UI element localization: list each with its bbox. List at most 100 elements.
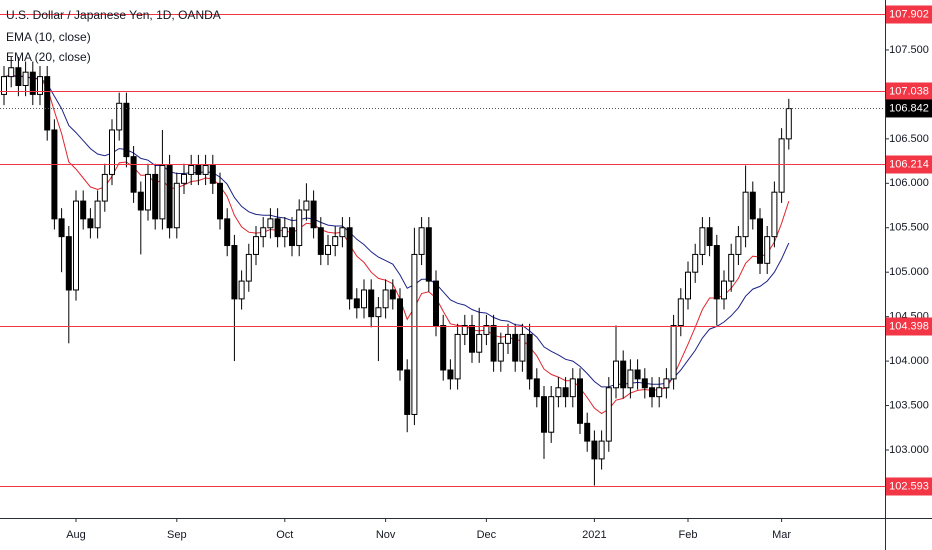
level-label: 104.398 xyxy=(889,320,929,332)
candle-body xyxy=(116,102,123,131)
candle-body xyxy=(757,218,763,264)
candle-body xyxy=(469,325,475,353)
candle-body xyxy=(80,200,87,220)
x-tick-label: Sep xyxy=(167,529,187,541)
candle-body xyxy=(404,369,411,415)
overlay: 107.902 107.038 106.214 104.398 102.593 106.8… xyxy=(0,5,932,496)
candle-body xyxy=(22,71,29,87)
candle-body xyxy=(339,227,346,238)
candle-body xyxy=(238,280,245,300)
y-tick-label: 105.500 xyxy=(889,222,929,234)
candle-body xyxy=(490,325,497,362)
candle-body xyxy=(785,108,792,140)
candle-body xyxy=(87,218,94,229)
level-label-box xyxy=(886,82,932,101)
candle-body xyxy=(375,307,382,318)
candle-body xyxy=(397,298,403,371)
chart-title: U.S. Dollar / Japanese Yen, 1D, OANDA xyxy=(6,8,221,22)
candle-body xyxy=(130,156,137,193)
candle-body xyxy=(202,165,209,175)
candle-body xyxy=(209,165,216,184)
candle-body xyxy=(253,236,259,255)
candle-body xyxy=(512,333,519,362)
candle-body xyxy=(425,227,432,282)
candle-body xyxy=(94,200,101,229)
candle-body xyxy=(526,333,533,380)
candle-body xyxy=(713,245,720,300)
candle-body xyxy=(44,76,51,131)
candle-body xyxy=(440,325,447,371)
x-tick-label: Aug xyxy=(66,529,86,541)
candle-body xyxy=(685,271,691,300)
candle-body xyxy=(454,333,461,380)
candle-body xyxy=(29,71,36,95)
candle-body xyxy=(411,253,418,415)
x-tick-label: 2021 xyxy=(582,529,606,541)
candle-body xyxy=(152,173,159,220)
legend-entry: EMA (10, close) xyxy=(6,30,91,44)
candle-body xyxy=(613,360,619,389)
candle-body xyxy=(692,253,699,273)
y-tick-label: 104.000 xyxy=(889,355,929,367)
candle-body xyxy=(73,200,79,291)
x-tick-label: Nov xyxy=(376,529,396,541)
candle-body xyxy=(109,129,115,175)
candle-body xyxy=(382,289,389,309)
candle-body xyxy=(541,396,547,433)
candle-body xyxy=(548,396,555,433)
candle-body xyxy=(605,387,612,442)
y-tick-label: 103.000 xyxy=(889,444,929,456)
y-tick-label: 107.500 xyxy=(889,44,929,56)
candle-body xyxy=(361,289,367,309)
candle-body xyxy=(677,298,684,327)
candle-body xyxy=(483,325,490,335)
candle-body xyxy=(231,245,238,300)
candle-body xyxy=(591,440,598,460)
last-price-label: 106.842 xyxy=(889,102,929,114)
candle-body xyxy=(620,360,627,389)
candle-body xyxy=(101,173,108,202)
candle-body xyxy=(353,298,360,309)
candle-body xyxy=(706,227,713,247)
candle-body xyxy=(476,333,483,353)
candle-body xyxy=(123,102,130,158)
candle-body xyxy=(555,387,562,398)
legend-entry: EMA (20, close) xyxy=(6,50,91,64)
ema-line xyxy=(3,75,790,388)
candle-body xyxy=(461,325,468,335)
candle-body xyxy=(497,342,504,362)
candle-body xyxy=(281,227,288,238)
candle-body xyxy=(735,236,742,255)
candle-body xyxy=(533,378,540,398)
candle-body xyxy=(584,422,591,442)
candle-body xyxy=(260,227,267,238)
candle-body xyxy=(8,67,15,78)
y-tick-label: 106.000 xyxy=(889,177,929,189)
candle-body xyxy=(296,209,303,247)
candle-body xyxy=(159,165,166,220)
candle-body xyxy=(188,165,195,175)
x-tick-label: Mar xyxy=(772,529,791,541)
candle-body xyxy=(310,200,317,229)
candle-body xyxy=(634,369,641,380)
candle-body xyxy=(656,387,663,398)
candle-body xyxy=(15,67,22,87)
candle-body xyxy=(569,378,576,398)
candle-body xyxy=(771,191,778,238)
candle-body xyxy=(217,182,223,220)
candle-body xyxy=(670,325,677,380)
candle-body xyxy=(303,200,310,211)
candle-body xyxy=(699,227,706,255)
candle-body xyxy=(166,165,173,229)
candle-body xyxy=(778,138,785,193)
candle-body xyxy=(663,378,670,389)
candle-body xyxy=(325,245,331,255)
level-label-box xyxy=(886,317,932,336)
candle-body xyxy=(368,289,375,318)
candle-body xyxy=(173,182,180,229)
candle-body xyxy=(505,333,511,344)
candle-body xyxy=(728,253,735,282)
plot-area xyxy=(1,57,792,486)
candle-body xyxy=(742,191,749,238)
